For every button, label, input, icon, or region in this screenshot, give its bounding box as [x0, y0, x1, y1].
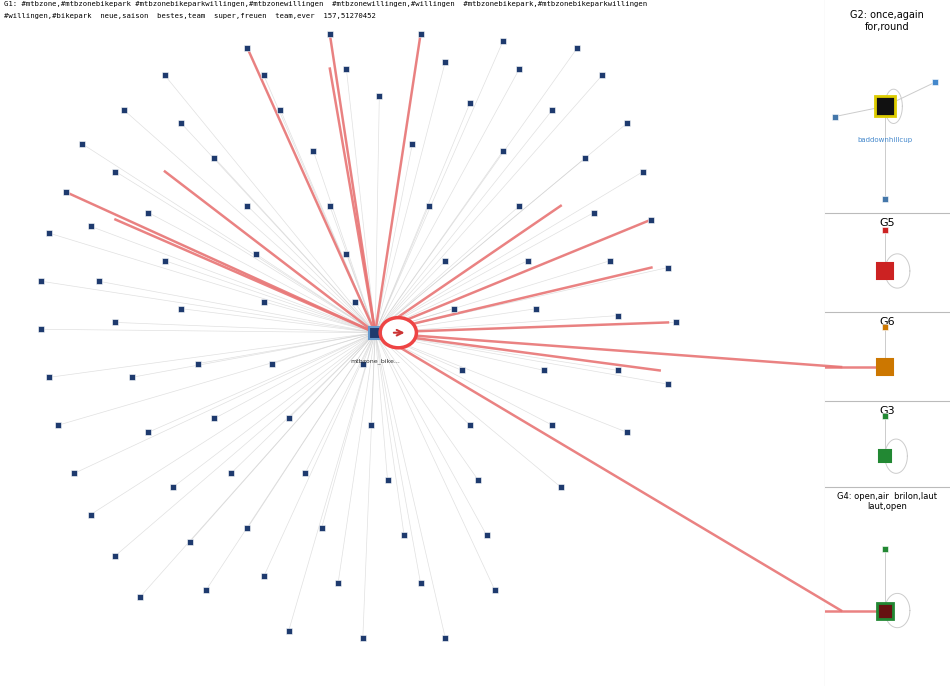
Text: G2: once,again
for,round: G2: once,again for,round — [850, 10, 924, 32]
Circle shape — [380, 318, 416, 348]
Text: G6: G6 — [880, 317, 895, 327]
Text: mtbzone_bike...: mtbzone_bike... — [351, 359, 400, 364]
Text: G1: #mtbzone,#mtbzonebikepark #mtbzonebikeparkwillingen,#mtbzonewillingen  #mtbz: G1: #mtbzone,#mtbzonebikepark #mtbzonebi… — [4, 1, 647, 8]
Text: G3: G3 — [880, 406, 895, 416]
Text: baddownhillcup: baddownhillcup — [857, 137, 912, 143]
Text: G5: G5 — [880, 218, 895, 228]
Text: G4: open,air  brilon,laut
laut,open: G4: open,air brilon,laut laut,open — [837, 492, 938, 511]
Text: #willingen,#bikepark  neue,saison  bestes,team  super,freuen  team,ever  157,512: #willingen,#bikepark neue,saison bestes,… — [4, 13, 376, 19]
